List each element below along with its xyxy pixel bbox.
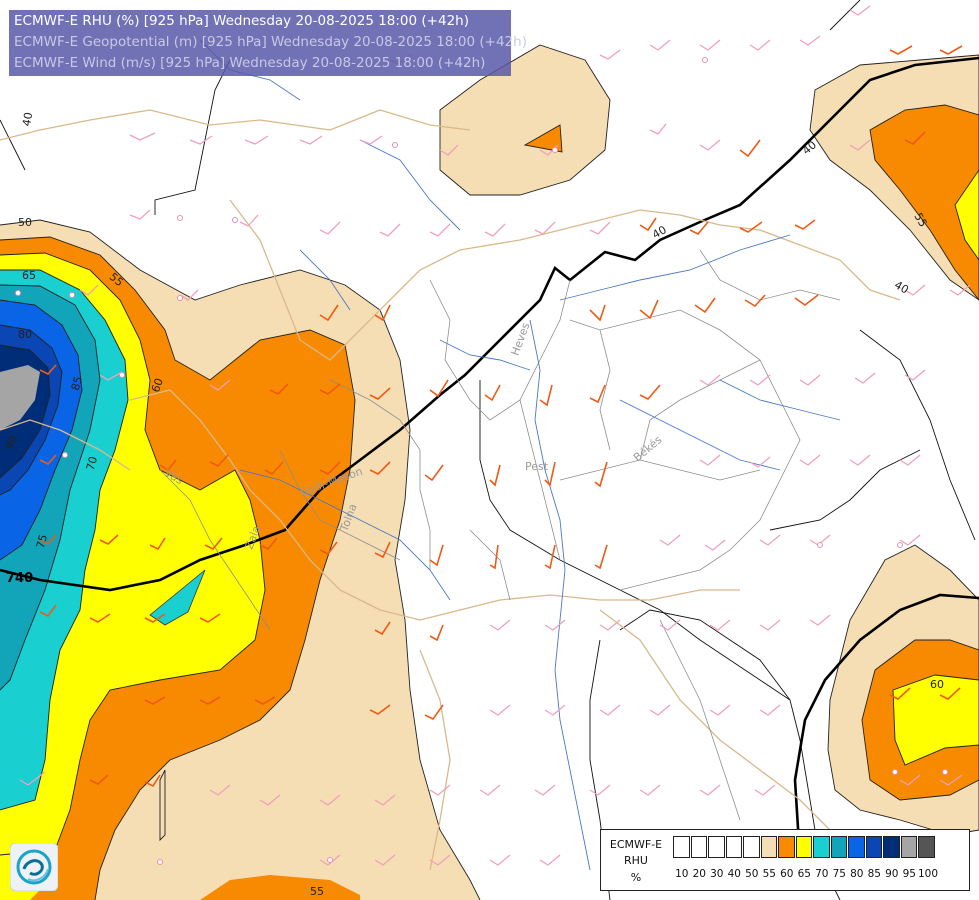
legend-tick: 95 <box>902 868 916 880</box>
legend-tick: 40 <box>727 868 741 880</box>
geopotential-contour <box>0 56 979 861</box>
country-borders <box>0 109 901 871</box>
rhu-contour-lines <box>0 219 481 900</box>
legend-tick: 65 <box>797 868 811 880</box>
legend-swatch <box>848 836 865 858</box>
station-markers <box>15 57 948 865</box>
legend-tick: 80 <box>850 868 864 880</box>
legend-tick: 75 <box>832 868 846 880</box>
legend-swatch <box>690 836 707 858</box>
header-rhu-title: ECMWF-E RHU (%) [925 hPa] Wednesday 20-0… <box>14 13 469 29</box>
wind-barbs-pink <box>19 5 971 866</box>
legend-swatch <box>743 836 760 858</box>
contour-label: 75 <box>34 533 50 550</box>
rhu-fill-west <box>0 220 480 900</box>
contour-label: 80 <box>18 328 32 341</box>
contour-label: 55 <box>310 885 324 898</box>
legend-swatch <box>725 836 742 858</box>
contour-label: 40 <box>892 278 911 296</box>
rhu-95-area <box>0 365 40 430</box>
legend-swatch <box>760 836 777 858</box>
legend-unit: % <box>630 871 642 884</box>
header-wind-title: ECMWF-E Wind (m/s) [925 hPa] Wednesday 2… <box>14 55 486 71</box>
wind-barbs-orange <box>39 45 963 788</box>
legend-tick: 10 <box>675 868 689 880</box>
legend-tick: 85 <box>867 868 881 880</box>
legend-swatch <box>673 836 690 858</box>
legend-tick: 100 <box>918 868 939 880</box>
contour-label: 40 <box>20 111 35 127</box>
legend-tick-labels: 10 20 30 40 50 55 60 65 70 75 80 85 90 95 100 <box>673 868 939 880</box>
contour-label: 55 <box>911 211 929 230</box>
contour-label: 50 <box>18 216 32 229</box>
legend-swatch <box>778 836 795 858</box>
legend-tick: 55 <box>762 868 776 880</box>
contour-label: 85 <box>69 375 85 392</box>
legend-swatch <box>900 836 917 858</box>
rhu-legend: ECMWF-E RHU % 10 20 30 40 50 55 60 65 70 75 80 85 90… <box>600 829 970 891</box>
header-geopotential-title: ECMWF-E Geopotential (m) [925 hPa] Wedne… <box>14 34 527 50</box>
rhu-70-inset <box>149 569 206 626</box>
rhu-55-south <box>200 875 360 900</box>
map-header: ECMWF-E RHU (%) [925 hPa] Wednesday 20-0… <box>9 10 527 76</box>
legend-colorbar <box>673 836 936 858</box>
legend-swatch <box>918 836 935 858</box>
contour-label: 40 <box>650 223 669 241</box>
contour-label: 60 <box>149 377 166 395</box>
rhu-fill-north <box>439 44 611 196</box>
contour-label: 65 <box>22 269 36 282</box>
contour-label-group: 40 50 55 60 65 70 75 80 85 90 40 40 40 5… <box>2 111 944 898</box>
rhu-fill-northeast <box>809 54 979 301</box>
region-label: Pest <box>525 460 549 473</box>
legend-tick: 90 <box>885 868 899 880</box>
legend-tick: 50 <box>745 868 759 880</box>
legend-swatch <box>708 836 725 858</box>
legend-tick: 60 <box>780 868 794 880</box>
contour-label: 40 <box>800 138 819 157</box>
county-borders <box>159 249 841 821</box>
legend-model: ECMWF-E <box>609 838 663 851</box>
legend-swatch <box>883 836 900 858</box>
ecmwf-logo-icon <box>9 842 59 892</box>
legend-swatch <box>865 836 882 858</box>
legend-tick: 30 <box>710 868 724 880</box>
region-label: Békés <box>631 433 665 464</box>
rhu-fill-southeast <box>827 544 979 836</box>
contour-label: 70 <box>84 455 100 472</box>
legend-variable: RHU <box>624 854 648 867</box>
geopotential-label: 740 <box>6 571 33 586</box>
legend-tick: 70 <box>815 868 829 880</box>
contour-label: 60 <box>930 678 944 691</box>
contour-label: 90 <box>2 433 20 452</box>
legend-swatch <box>795 836 812 858</box>
legend-swatch <box>813 836 830 858</box>
legend-swatch <box>830 836 847 858</box>
legend-tick: 20 <box>692 868 706 880</box>
